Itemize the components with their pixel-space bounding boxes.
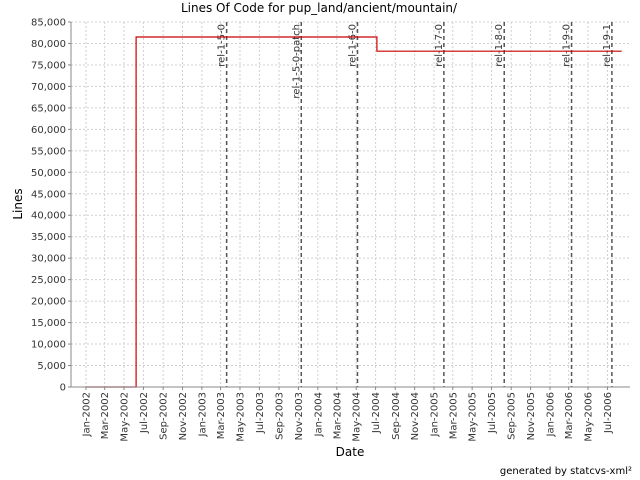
x-tick-label: Jan-2003 [197,392,208,437]
x-tick-label: Sep-2003 [275,392,286,440]
y-tick-label: 55,000 [31,146,66,157]
y-tick-label: 65,000 [31,103,66,114]
x-tick-label: Nov-2005 [526,392,537,440]
y-tick-label: 15,000 [31,318,66,329]
axis-layer: 0 5,000 10,000 15,000 20,000 25,000 30,000 35,0… [31,18,630,442]
y-tick-label: 30,000 [31,254,66,265]
generated-by-footer: generated by statcvs-xml² [500,466,632,477]
y-axis-label: Lines [11,188,25,219]
y-tick-label: 60,000 [31,125,66,136]
x-tick-label: Jul-2005 [487,392,498,434]
x-tick-label: May-2002 [120,392,131,442]
x-tick-label: Jul-2003 [255,392,266,434]
x-tick-label: May-2004 [352,392,363,442]
release-marker-layer: rel-1-5-0 rel-1-5-0-patch rel-1-6-0 rel-1-7… [217,22,613,387]
y-tick-label: 0 [60,383,66,394]
plot-background [71,22,630,387]
release-marker-label: rel-1-7-0 [434,24,445,67]
release-marker-label: rel-1-5-0 [217,24,228,67]
y-tick-label: 25,000 [31,275,66,286]
x-tick-label: May-2005 [468,392,479,442]
y-tick-label: 20,000 [31,297,66,308]
x-tick-label: Sep-2005 [507,392,518,440]
y-tick-label: 35,000 [31,232,66,243]
release-marker-label: rel-1-5-0-patch [291,24,302,99]
x-tick-label: Nov-2003 [294,392,305,440]
release-marker-label: rel-1-6-0 [347,24,358,67]
y-tick-label: 75,000 [31,60,66,71]
x-tick-label: Mar-2002 [100,392,111,439]
x-tick-label: Mar-2006 [564,392,575,439]
chart-title: Lines Of Code for pup_land/ancient/mount… [181,1,458,15]
y-tick-label: 45,000 [31,189,66,200]
x-tick-label: Sep-2002 [159,392,170,440]
x-tick-label: May-2006 [584,392,595,442]
x-tick-label: Jul-2004 [371,392,382,434]
x-tick-label: Jan-2005 [430,392,441,437]
x-tick-label: Mar-2003 [216,392,227,439]
x-tick-label: Jul-2006 [603,392,614,434]
x-tick-label: Mar-2004 [332,392,343,439]
y-tick-label: 85,000 [31,18,66,29]
y-tick-label: 70,000 [31,82,66,93]
y-tick-label: 50,000 [31,168,66,179]
y-tick-label: 10,000 [31,340,66,351]
x-tick-label: Nov-2002 [178,392,189,440]
x-tick-label: Nov-2004 [410,392,421,440]
release-marker-label: rel-1-9-1 [602,24,613,67]
x-tick-label: Jan-2004 [313,392,324,437]
x-tick-label: May-2003 [235,392,246,442]
x-tick-label: Jul-2002 [139,392,150,434]
y-tick-label: 80,000 [31,39,66,50]
y-tick-label: 5,000 [37,361,66,372]
release-marker-label: rel-1-9-0 [562,24,573,67]
x-tick-label: Sep-2004 [391,392,402,440]
y-tick-label: 40,000 [31,211,66,222]
x-axis-label: Date [336,445,365,459]
release-marker-label: rel-1-8-0 [494,24,505,67]
grid-layer [71,21,630,388]
x-tick-label: Jan-2006 [545,392,556,437]
x-tick-label: Mar-2005 [448,392,459,439]
x-tick-label: Jan-2002 [81,392,92,437]
